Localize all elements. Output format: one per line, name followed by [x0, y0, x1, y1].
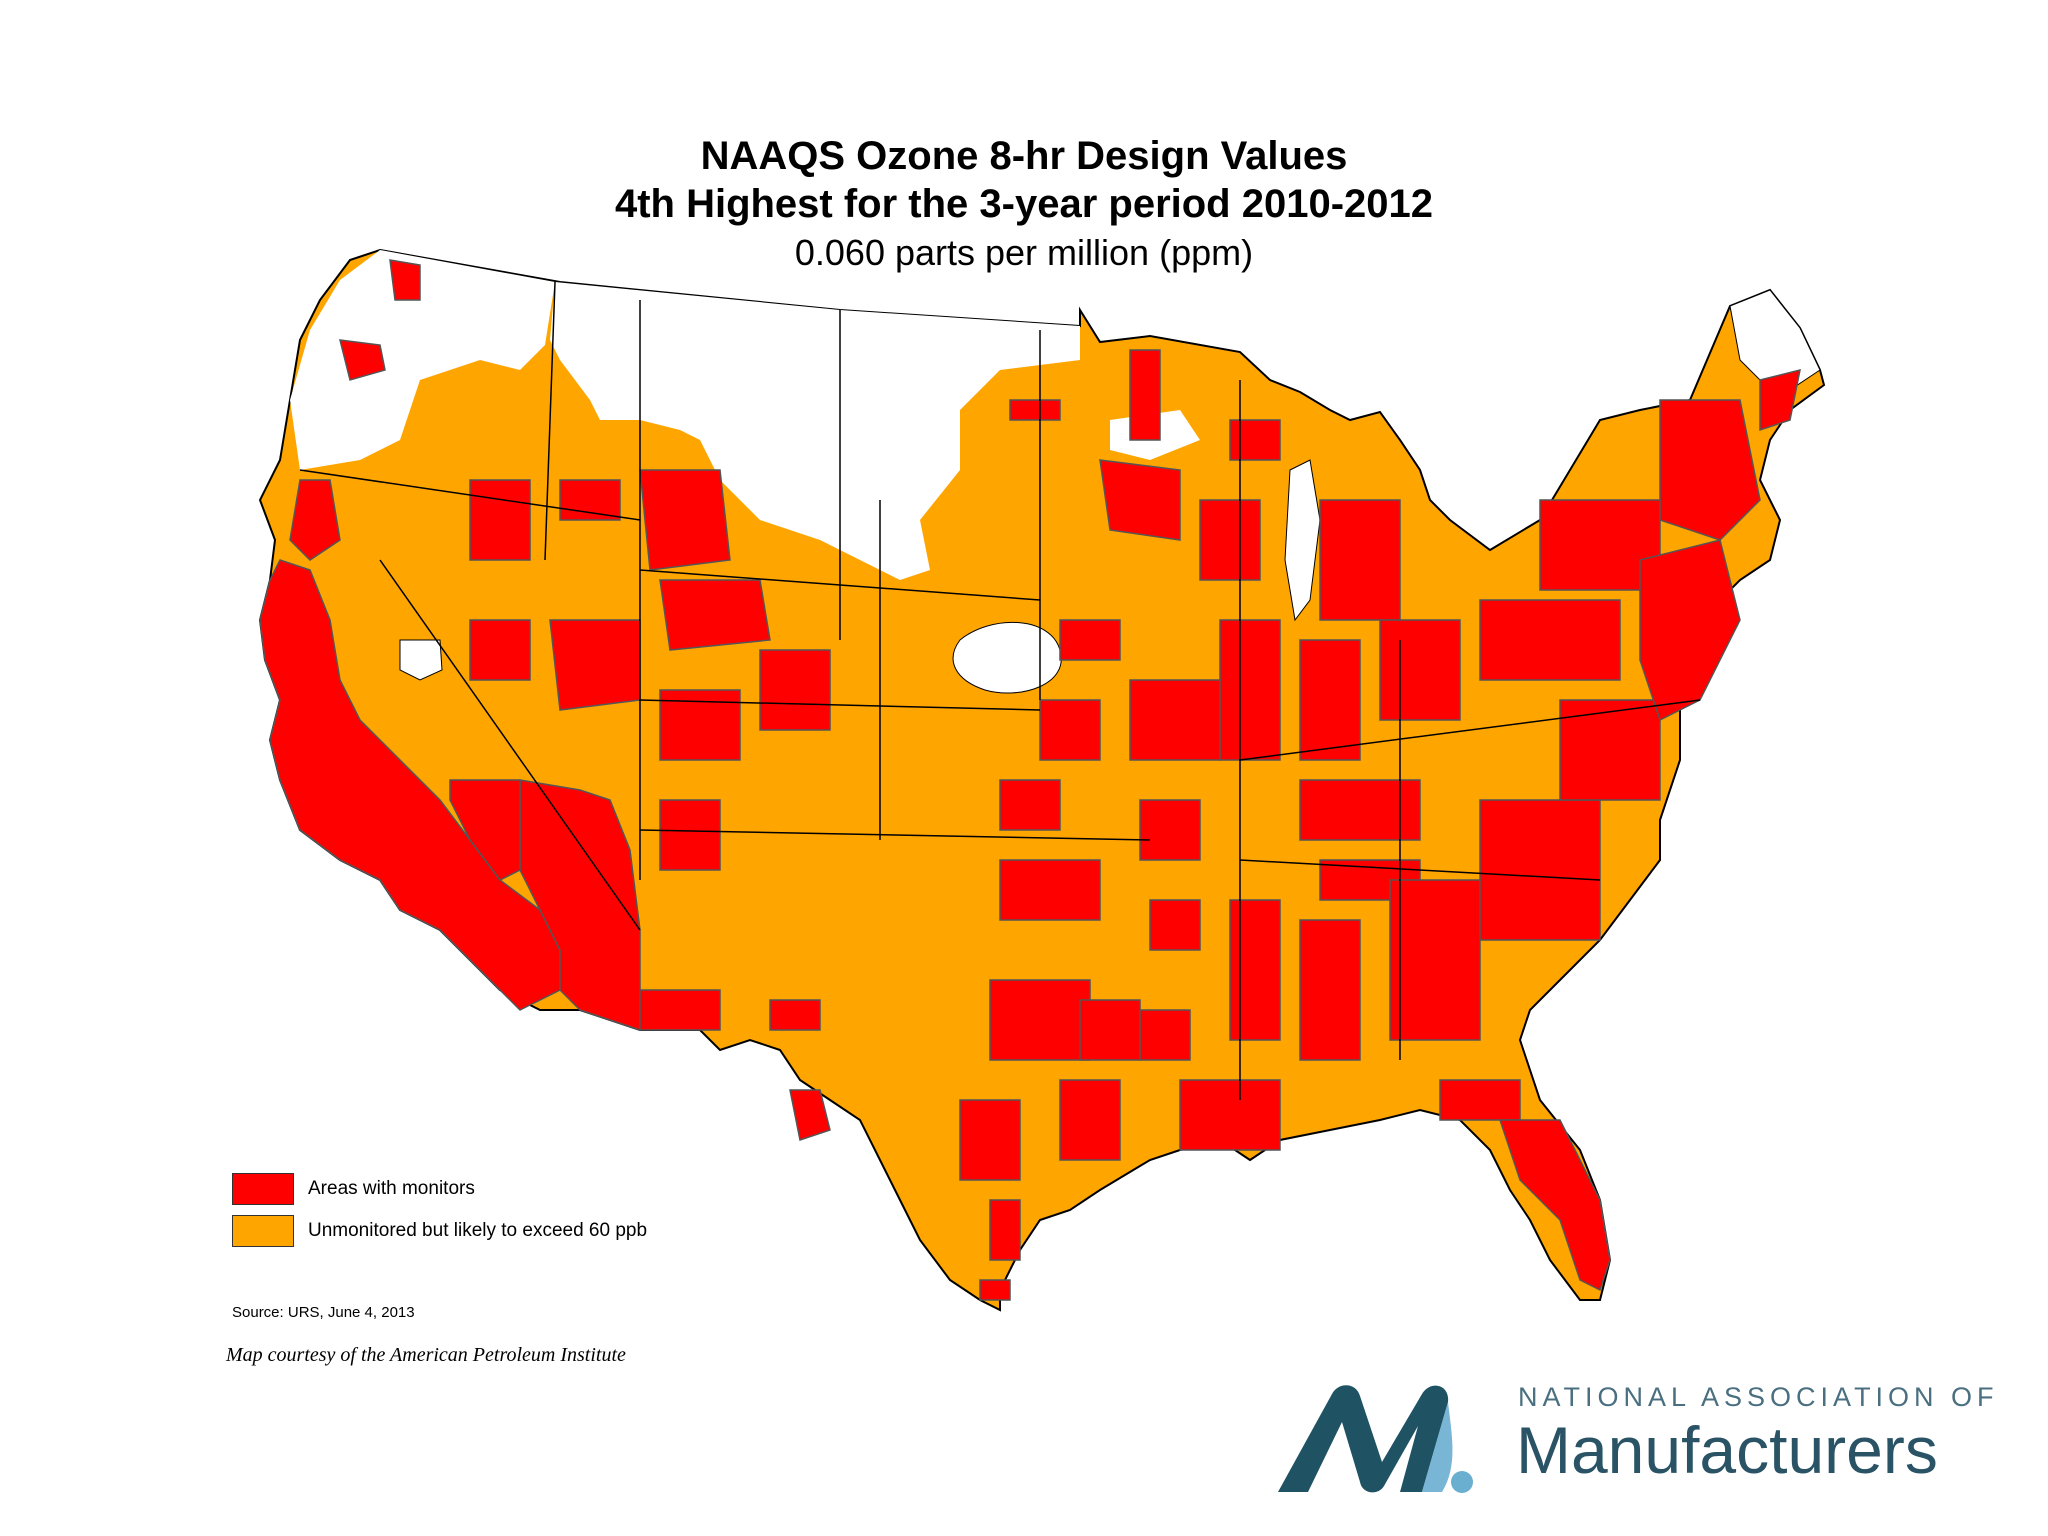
map-subtitle: 0.060 parts per million (ppm) — [794, 232, 1254, 273]
monitored-carolinas — [1479, 799, 1601, 941]
monitored-pennsylvania — [1479, 599, 1621, 681]
monitored-oklahoma — [999, 859, 1101, 921]
monitored-maine-coast — [1759, 368, 1801, 432]
monitored-wisconsin — [1199, 499, 1261, 581]
monitored-colorado — [659, 689, 741, 761]
map-legend: Areas with monitors Unmonitored but like… — [232, 1168, 647, 1252]
monitored-new-england — [1659, 399, 1761, 541]
map-courtesy: Map courtesy of the American Petroleum I… — [226, 1344, 626, 1366]
white-region-nebraska — [952, 621, 1062, 694]
nam-m-icon — [1278, 1385, 1473, 1493]
monitored-texas-houston — [959, 1099, 1021, 1181]
map-title-line2: 4th Highest for the 3-year period 2010-2… — [614, 182, 1434, 226]
monitored-ohio — [1379, 619, 1461, 721]
monitored-virginia — [1559, 699, 1661, 801]
monitored-louisiana-north — [1139, 1009, 1191, 1061]
legend-label-unmonitored: Unmonitored but likely to exceed 60 ppb — [308, 1220, 648, 1241]
monitored-california — [259, 559, 561, 1011]
monitored-louisiana — [1179, 1079, 1281, 1151]
monitored-texas-w — [789, 1089, 831, 1141]
monitored-texas-dallas — [1079, 999, 1141, 1061]
monitored-montana-sw — [639, 469, 731, 571]
monitored-nm-south — [639, 989, 721, 1031]
monitored-nevada-south — [449, 779, 521, 881]
monitored-oregon-central — [469, 619, 531, 681]
map-title-block: NAAQS Ozone 8-hr Design Values 4th Highe… — [0, 132, 2048, 278]
monitored-idaho-se — [559, 479, 621, 521]
monitored-georgia — [1389, 879, 1481, 1041]
monitored-nm-se — [769, 999, 821, 1031]
monitored-michigan — [1319, 499, 1401, 621]
nam-logo: NATIONAL ASSOCIATION OF Manufacturers — [1272, 1370, 2032, 1500]
monitored-washington-north — [389, 259, 421, 301]
state-lines — [299, 281, 1701, 1100]
monitored-texas-north — [989, 979, 1091, 1061]
monitored-oregon-coast — [289, 479, 341, 561]
monitored-missouri — [1129, 679, 1221, 761]
monitored-washington — [339, 339, 386, 381]
monitored-upper-mi — [1229, 419, 1281, 461]
monitored-illinois — [1219, 619, 1281, 761]
monitored-areas — [259, 259, 1801, 1301]
legend-swatch-unmonitored — [232, 1215, 294, 1247]
monitored-colorado-east — [759, 649, 831, 731]
white-region-northwest — [290, 250, 555, 470]
monitored-alabama — [1299, 919, 1361, 1061]
monitored-new-mexico — [659, 799, 721, 871]
monitored-texas-south — [979, 1279, 1011, 1301]
legend-swatch-monitored — [232, 1173, 294, 1205]
monitored-arizona — [519, 779, 641, 1032]
monitored-florida — [1498, 1119, 1611, 1292]
monitored-mississippi — [1229, 899, 1281, 1041]
monitored-arkansas — [1149, 899, 1201, 951]
nam-logo-line1: NATIONAL ASSOCIATION OF — [1518, 1382, 1999, 1412]
monitored-missouri-south — [1139, 799, 1201, 861]
monitored-kansas — [1039, 699, 1101, 761]
monitored-idaho — [469, 479, 531, 561]
nam-logo-line2: Manufacturers — [1516, 1413, 1938, 1487]
monitored-minnesota-se — [1099, 459, 1181, 541]
white-region-maine — [1729, 289, 1821, 391]
legend-label-monitored: Areas with monitors — [308, 1178, 475, 1199]
monitored-kansas-se — [999, 779, 1061, 831]
monitored-kentucky — [1299, 779, 1421, 841]
monitored-texas-coast — [989, 1199, 1021, 1261]
white-region-north-plains — [550, 282, 1080, 580]
monitored-minnesota — [1129, 349, 1161, 441]
map-source: Source: URS, June 4, 2013 — [232, 1304, 415, 1321]
white-region-lake-michigan — [1284, 459, 1321, 622]
monitored-iowa — [1059, 619, 1121, 661]
legend-item-unmonitored: Unmonitored but likely to exceed 60 ppb — [232, 1210, 647, 1252]
legend-item-monitored: Areas with monitors — [232, 1168, 647, 1210]
monitored-indiana — [1299, 639, 1361, 761]
monitored-texas-east — [1059, 1079, 1121, 1161]
map-title: NAAQS Ozone 8-hr Design Values — [700, 134, 1348, 178]
white-region-nevada — [399, 639, 443, 681]
monitored-florida-north — [1439, 1079, 1521, 1121]
monitored-northeast-corridor — [1639, 539, 1741, 722]
monitored-north-dakota — [1009, 399, 1061, 421]
monitored-wyoming — [659, 579, 771, 651]
monitored-utah — [549, 619, 641, 711]
